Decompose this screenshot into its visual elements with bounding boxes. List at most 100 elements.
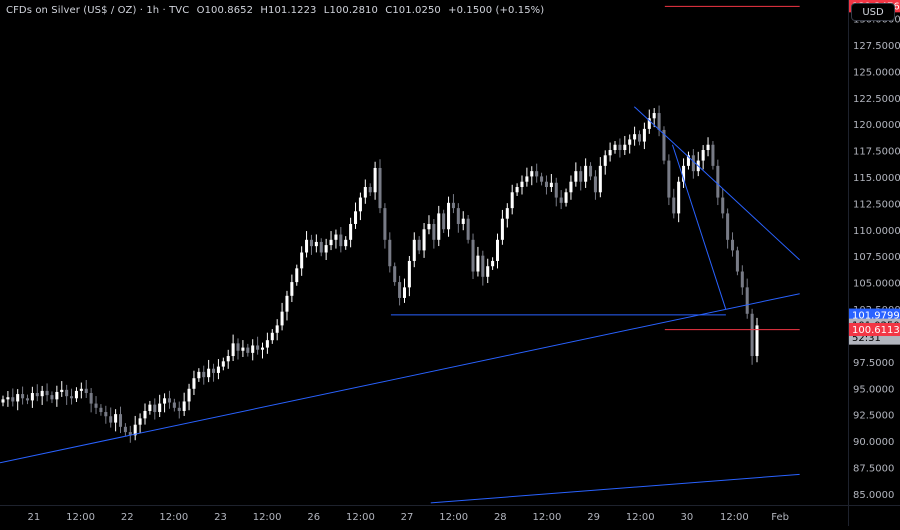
candle-body [1,399,5,403]
candle-body [109,416,113,423]
candle-body [16,394,20,402]
support-trendline[interactable] [0,293,800,464]
price-tag-low: 100.6113 [852,325,900,336]
candle-body [510,192,514,209]
candle-body [598,165,602,193]
candle-body [491,260,495,267]
candle-body [358,197,362,212]
candle-body [520,181,524,187]
currency-button[interactable]: USD [851,3,895,21]
y-tick-label: 92.5000 [853,411,894,422]
candle-body [393,266,397,283]
candle-body [187,388,191,402]
candle-body [515,186,519,193]
candle-body [569,181,573,193]
candle-body [241,347,245,351]
y-tick-label: 107.5000 [853,252,900,263]
candle-body [118,414,123,427]
y-tick-label: 110.0000 [853,226,900,237]
candle-body [182,401,186,411]
candle-body [163,398,167,404]
symbol-title[interactable]: CFDs on Silver (US$ / OZ) · 1h · TVC [6,5,190,16]
y-tick-label: 117.5000 [853,147,900,158]
candle-body [378,167,382,209]
candle-body [383,208,387,240]
candle-body [45,390,49,396]
x-tick-label: 22 [121,512,134,523]
candle-body [280,311,284,326]
x-tick-label: 12:00 [253,512,282,523]
candle-body [535,171,539,177]
candle-body [60,389,64,392]
candle-body [486,266,490,277]
candle-body [354,211,358,224]
candle-body [471,239,475,272]
falling-trendline[interactable] [633,106,801,261]
candle-body [407,260,411,288]
y-tick-label: 120.0000 [853,120,900,131]
candle-body [207,368,211,378]
x-tick-label: 28 [494,512,507,523]
candle-body [300,252,304,269]
candle-body [402,287,406,298]
candle-body [549,182,553,187]
y-tick-label: 115.0000 [853,173,900,184]
candle-body [495,239,500,261]
open-value: O100.8652 [196,5,254,16]
candle-body [672,197,676,214]
candle-body [691,155,695,172]
candle-body [314,241,318,247]
candle-body [642,128,646,142]
candle-body [745,287,749,314]
candle-body [559,197,563,203]
candle-body [153,404,157,413]
x-tick-label: 21 [28,512,41,523]
candle-body [55,391,59,400]
candle-body [84,388,88,394]
x-tick-label: 12:00 [720,512,749,523]
candle-body [89,393,93,404]
candle-body [726,213,730,240]
x-tick-label: 12:00 [439,512,468,523]
candle-body [422,229,426,251]
candle-body [231,343,235,357]
steep-trendline[interactable] [671,144,727,310]
y-tick-label: 125.0000 [853,67,900,78]
x-tick-label: 26 [307,512,320,523]
x-tick-label: 29 [587,512,600,523]
x-tick-label: Feb [771,512,789,523]
candle-body [11,397,15,402]
candle-body [373,167,377,193]
candle-body [412,239,416,261]
candle-body [398,282,402,298]
candle-body [481,255,485,277]
price-tag-current-countdown: 52:31 [852,333,881,344]
candle-body [143,410,147,419]
candle-body [657,113,661,130]
candle-body [711,144,715,166]
candle-body [212,368,216,373]
candle-body [285,295,289,312]
candle-body [114,414,118,423]
x-tick-label: 12:00 [533,512,562,523]
candle-body [613,144,617,151]
candle-body [319,241,323,253]
candle-body [608,150,612,156]
candle-body [544,181,548,187]
candle-body [584,165,588,182]
candle-body [716,165,720,198]
candle-body [637,134,642,142]
candle-body [579,171,583,182]
candle-body [755,325,759,357]
candle-body [202,371,206,378]
candle-body [270,332,274,341]
candle-body [721,197,725,214]
candle-body [123,426,127,433]
candle-body [40,390,44,397]
candle-body [275,325,279,333]
lower-channel[interactable] [430,473,800,504]
candle-body [79,388,83,391]
candle-body [593,176,597,193]
